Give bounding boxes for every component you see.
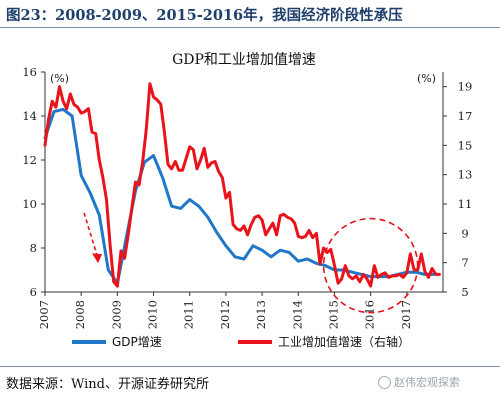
x-tick-label: 2007 <box>37 300 51 329</box>
legend-item-industrial-label: 工业增加值增速（右轴） <box>278 334 410 349</box>
x-tick-label: 2017 <box>399 300 413 329</box>
right-tick-label: 17 <box>458 109 473 123</box>
dashed-circle-annotation <box>322 217 419 314</box>
title-divider <box>0 27 500 28</box>
chart-title: GDP和工业增加值增速 <box>172 52 316 68</box>
x-tick-label: 2016 <box>363 300 377 329</box>
industrial-value-added-line <box>43 82 441 288</box>
x-tick-label: 2013 <box>254 300 268 329</box>
source-note: 数据来源：Wind、开源证券研究所 <box>6 377 209 392</box>
right-tick-label: 9 <box>461 226 468 240</box>
legend-item-gdp-label: GDP增速 <box>112 335 162 349</box>
watermark-logo-icon <box>378 375 391 389</box>
gdp-growth-line <box>43 107 436 285</box>
x-tick-label: 2011 <box>182 300 196 329</box>
x-tick-label: 2014 <box>290 300 304 329</box>
x-tick-label: 2008 <box>73 300 87 329</box>
left-tick-label: 16 <box>22 65 37 79</box>
plot-lines <box>43 82 441 288</box>
right-axis: 5 7 9 11 13 15 17 19 <box>443 80 472 299</box>
x-tick-label: 2015 <box>326 300 340 329</box>
x-tick-label: 2009 <box>109 300 123 329</box>
watermark: 赵伟宏观探索 <box>378 374 460 390</box>
right-tick-label: 5 <box>461 285 468 299</box>
left-tick-label: 10 <box>22 197 37 211</box>
dashed-arrow-shaft <box>83 212 98 256</box>
left-axis: 6 8 10 12 14 16 <box>22 65 45 299</box>
left-tick-label: 8 <box>30 241 37 255</box>
x-tick-label: 2012 <box>218 300 232 329</box>
legend: GDP增速 工业增加值增速（右轴） <box>72 334 410 349</box>
right-axis-unit: (%) <box>417 72 436 85</box>
left-tick-label: 6 <box>30 285 37 299</box>
right-tick-label: 15 <box>458 138 473 152</box>
right-tick-label: 11 <box>458 197 473 211</box>
left-tick-label: 12 <box>22 153 37 167</box>
page-title: 图23：2008-2009、2015-2016年，我国经济阶段性承压 <box>6 7 403 24</box>
right-tick-label: 7 <box>461 256 468 270</box>
right-tick-label: 13 <box>458 168 473 182</box>
x-axis: 2007 2008 2009 2010 2011 2012 2013 2014 2015 2016… <box>37 292 413 329</box>
dashed-arrow-head <box>92 253 103 264</box>
x-tick-label: 2010 <box>146 300 160 329</box>
left-tick-label: 14 <box>22 109 37 123</box>
left-axis-unit: (%) <box>50 72 69 85</box>
right-tick-label: 19 <box>458 80 473 94</box>
watermark-text: 赵伟宏观探索 <box>394 376 460 389</box>
footer-divider <box>0 366 500 367</box>
chart-area: GDP和工业增加值增速 (%) (%) 6 8 10 12 14 16 5 7 9 11 13 15… <box>22 52 472 349</box>
